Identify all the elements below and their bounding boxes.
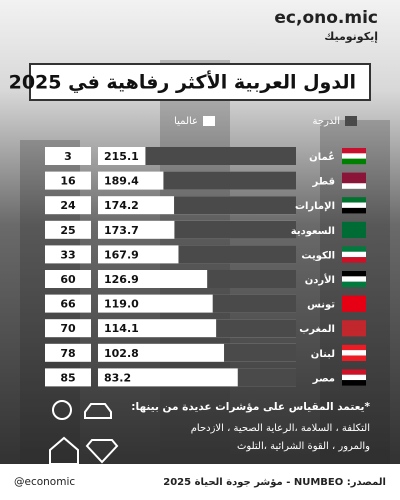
category-label: الأردن bbox=[305, 273, 335, 286]
value-label: 126.9 bbox=[104, 273, 139, 286]
value-label: 102.8 bbox=[104, 347, 139, 360]
rank-box bbox=[45, 368, 91, 387]
bar bbox=[145, 147, 296, 165]
flag-stripe bbox=[342, 306, 366, 312]
flag-stripe bbox=[342, 227, 366, 233]
legend-label: الدرجة bbox=[313, 116, 340, 127]
flag-stripe bbox=[342, 172, 366, 179]
flag-stripe bbox=[342, 300, 366, 307]
rank-box bbox=[45, 196, 91, 215]
bar bbox=[212, 294, 296, 313]
flag-stripe bbox=[342, 276, 366, 282]
category-label: عُمان bbox=[309, 151, 335, 163]
flag-stripe bbox=[342, 207, 366, 214]
value-label: 167.9 bbox=[104, 248, 139, 261]
logo: ec,ono.mic bbox=[274, 8, 378, 28]
bar bbox=[216, 319, 296, 338]
rank-label: 33 bbox=[60, 248, 75, 261]
bar bbox=[174, 196, 296, 215]
title-box bbox=[29, 63, 371, 101]
category-label: قطر bbox=[311, 177, 335, 188]
rank-box bbox=[45, 171, 91, 190]
flag-stripe bbox=[342, 251, 366, 258]
category-label: تونس bbox=[307, 300, 335, 311]
icons bbox=[49, 400, 119, 465]
bar bbox=[237, 368, 296, 387]
legend-label: عالميا bbox=[174, 116, 198, 127]
rank-box bbox=[45, 270, 91, 288]
category-label: مصر bbox=[312, 373, 335, 384]
category-label: لبنان bbox=[311, 349, 335, 360]
flag-stripe bbox=[342, 271, 366, 277]
flag-stripe bbox=[342, 257, 366, 263]
legend-swatch bbox=[345, 116, 357, 126]
flag-stripe bbox=[342, 202, 366, 209]
rank-label: 66 bbox=[60, 298, 76, 311]
flag-stripe bbox=[342, 350, 366, 356]
flag-stripe bbox=[342, 355, 366, 361]
flag-stripe bbox=[342, 369, 366, 375]
flag-stripe bbox=[342, 281, 366, 288]
notes-line: والمرور ، القوة الشرائية ،التلوث bbox=[237, 441, 370, 452]
notes-heading: *يعتمد المقياس على مؤشرات عديدة من بينها… bbox=[131, 401, 370, 413]
category-label: الإمارات bbox=[295, 201, 335, 212]
flag-stripe bbox=[342, 153, 366, 159]
flag-stripe bbox=[342, 295, 366, 302]
value-label: 173.7 bbox=[104, 224, 139, 237]
flag-stripe bbox=[342, 380, 366, 386]
flag-stripe bbox=[342, 148, 366, 154]
rank-label: 70 bbox=[60, 322, 76, 335]
bar bbox=[163, 171, 296, 190]
handle: @economic bbox=[14, 476, 75, 488]
value-label: 114.1 bbox=[104, 322, 139, 335]
rank-label: 3 bbox=[64, 150, 72, 163]
bar bbox=[174, 220, 296, 239]
flag-stripe bbox=[342, 246, 366, 252]
flag-stripe bbox=[342, 183, 366, 189]
flag-stripe bbox=[342, 221, 366, 228]
rank-box bbox=[45, 319, 91, 338]
category-label: السعودية bbox=[291, 226, 335, 237]
value-label: 174.2 bbox=[104, 199, 139, 212]
flag-stripe bbox=[342, 158, 366, 165]
rank-label: 85 bbox=[60, 371, 75, 384]
flag-stripe bbox=[342, 344, 366, 351]
flag-stripe bbox=[342, 232, 366, 238]
flag-stripe bbox=[342, 197, 366, 203]
source: المصدر: NUMBEO - مؤشر جودة الحياة 2025 bbox=[163, 477, 386, 488]
rank-label: 60 bbox=[60, 273, 76, 286]
chart-title: الدول العربية الأكثر رفاهية في 2025 bbox=[9, 71, 356, 94]
category-label: المغرب bbox=[299, 324, 335, 335]
flag-stripe bbox=[342, 374, 366, 381]
category-label: الكويت bbox=[301, 250, 335, 261]
rank-box bbox=[45, 220, 91, 239]
rank-label: 24 bbox=[60, 199, 76, 212]
bar bbox=[224, 343, 296, 362]
value-label: 189.4 bbox=[104, 175, 139, 188]
legend-swatch bbox=[203, 116, 215, 126]
bar bbox=[207, 270, 296, 288]
rank-box bbox=[45, 245, 91, 264]
flag-stripe bbox=[342, 330, 366, 337]
logo-ar: إيكونوميك bbox=[324, 30, 378, 43]
rank-label: 25 bbox=[60, 224, 75, 237]
value-label: 119.0 bbox=[104, 298, 139, 311]
flag-stripe bbox=[342, 320, 366, 326]
flag-stripe bbox=[342, 177, 366, 184]
rank-label: 78 bbox=[60, 347, 75, 360]
flag-stripe bbox=[342, 325, 366, 332]
value-label: 83.2 bbox=[104, 371, 131, 384]
footer bbox=[0, 464, 400, 500]
rank-box bbox=[45, 294, 91, 313]
rank-box bbox=[45, 343, 91, 362]
rank-label: 16 bbox=[60, 175, 76, 188]
notes-line: التكلفة ، السلامة ،الرعاية الصحية ، الاز… bbox=[191, 423, 370, 434]
value-label: 215.1 bbox=[104, 150, 139, 163]
bar bbox=[178, 245, 296, 264]
rank-box bbox=[45, 147, 91, 165]
